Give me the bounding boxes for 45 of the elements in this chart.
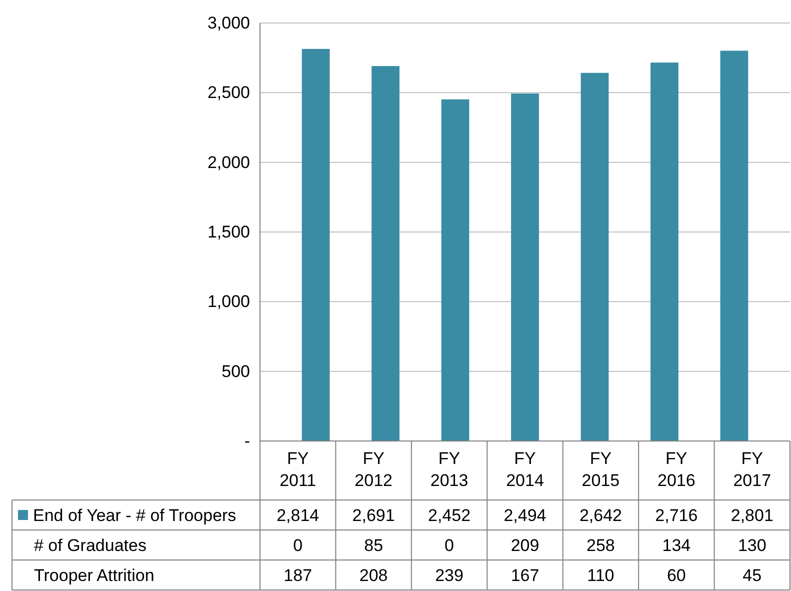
bar: [441, 99, 470, 441]
bar: [650, 62, 678, 441]
data-label: 0: [444, 536, 454, 555]
data-label: 2,814: [276, 506, 320, 525]
x-tick-label: FY 2015: [582, 449, 620, 490]
data-label: 2,691: [352, 506, 395, 525]
text: # of Graduates: [34, 536, 146, 555]
data-label: 239: [435, 566, 464, 585]
x-tick-label: FY 2011: [280, 449, 316, 490]
data-label: 110: [587, 566, 614, 585]
data-label: 134: [662, 536, 691, 555]
bar: [720, 50, 748, 441]
y-tick-label: 1,500: [207, 222, 250, 242]
y-tick-label: 3,000: [207, 13, 250, 32]
x-tick-label: FY 2013: [430, 449, 468, 490]
bar: [302, 48, 330, 441]
data-label: 2,716: [655, 506, 698, 525]
data-label: 2,452: [428, 506, 471, 525]
y-tick-label: 500: [222, 362, 250, 381]
data-label: 187: [284, 566, 312, 585]
data-label: 2,642: [579, 506, 622, 525]
y-tick-label: 1,000: [207, 292, 250, 312]
legend-label: End of Year - # of Troopers: [33, 506, 236, 525]
data-label: 2,801: [730, 506, 774, 525]
bar: [511, 94, 539, 441]
bar: [372, 66, 400, 441]
x-tick-label: FY 2017: [733, 449, 772, 490]
y-tick-label: 2,500: [207, 83, 250, 102]
data-label: 167: [510, 566, 540, 585]
data-label: 209: [510, 536, 540, 555]
bar: [580, 72, 609, 441]
data-label: 85: [364, 536, 384, 555]
data-label: 0: [293, 536, 303, 555]
text: Trooper Attrition: [34, 566, 154, 585]
data-label: 45: [742, 566, 762, 585]
x-tick-label: FY 2016: [658, 449, 696, 490]
data-label: 130: [738, 536, 766, 555]
data-label: 2,494: [504, 506, 546, 525]
data-label: 60: [666, 566, 686, 585]
y-tick-label: 2,000: [207, 152, 250, 172]
y-tick-label: -: [244, 431, 250, 450]
x-tick-label: FY 2012: [354, 449, 392, 490]
x-tick-label: FY 2014: [506, 449, 544, 490]
data-label: 258: [586, 536, 615, 555]
data-label: 208: [359, 566, 388, 585]
